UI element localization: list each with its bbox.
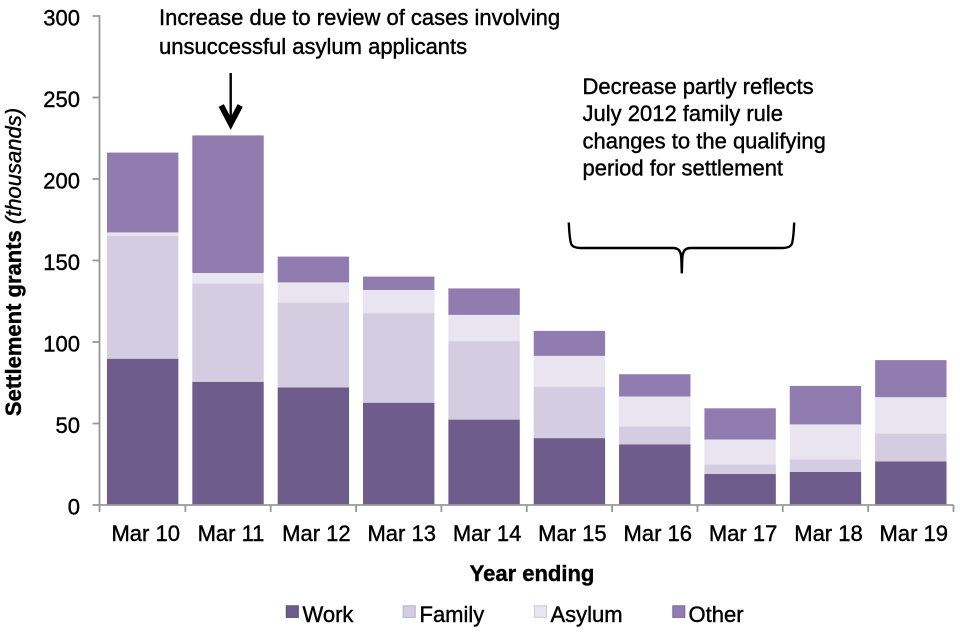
svg-text:150: 150 bbox=[43, 250, 80, 275]
svg-text:Mar 16: Mar 16 bbox=[624, 521, 692, 546]
svg-text:0: 0 bbox=[68, 494, 80, 519]
svg-text:Year ending: Year ending bbox=[470, 561, 595, 586]
svg-text:Work: Work bbox=[303, 602, 355, 627]
svg-text:Asylum: Asylum bbox=[551, 602, 623, 627]
svg-text:unsuccessful asylum applicants: unsuccessful asylum applicants bbox=[159, 34, 467, 59]
svg-text:200: 200 bbox=[43, 168, 80, 193]
svg-text:Mar 13: Mar 13 bbox=[367, 521, 435, 546]
svg-text:250: 250 bbox=[43, 87, 80, 112]
svg-text:Family: Family bbox=[420, 602, 485, 627]
svg-text:300: 300 bbox=[43, 5, 80, 30]
svg-text:Mar 18: Mar 18 bbox=[794, 521, 862, 546]
svg-text:period for settlement: period for settlement bbox=[583, 156, 784, 181]
svg-text:Mar 12: Mar 12 bbox=[282, 521, 350, 546]
svg-text:Increase due to review of case: Increase due to review of cases involvin… bbox=[159, 5, 560, 30]
svg-text:Decrease partly reflects: Decrease partly reflects bbox=[583, 74, 814, 99]
svg-text:Mar 17: Mar 17 bbox=[709, 521, 777, 546]
svg-text:100: 100 bbox=[43, 331, 80, 356]
svg-text:Other: Other bbox=[689, 602, 744, 627]
svg-text:Mar 19: Mar 19 bbox=[880, 521, 948, 546]
svg-text:Mar 10: Mar 10 bbox=[111, 521, 179, 546]
svg-text:Mar 11: Mar 11 bbox=[198, 521, 265, 546]
svg-text:changes to the qualifying: changes to the qualifying bbox=[583, 129, 826, 154]
svg-text:50: 50 bbox=[56, 413, 80, 438]
svg-text:Mar 15: Mar 15 bbox=[538, 521, 606, 546]
svg-text:Mar 14: Mar 14 bbox=[453, 521, 521, 546]
svg-text:Settlement grants (thousands): Settlement grants (thousands) bbox=[1, 108, 26, 416]
svg-text:July 2012 family rule: July 2012 family rule bbox=[583, 101, 784, 126]
